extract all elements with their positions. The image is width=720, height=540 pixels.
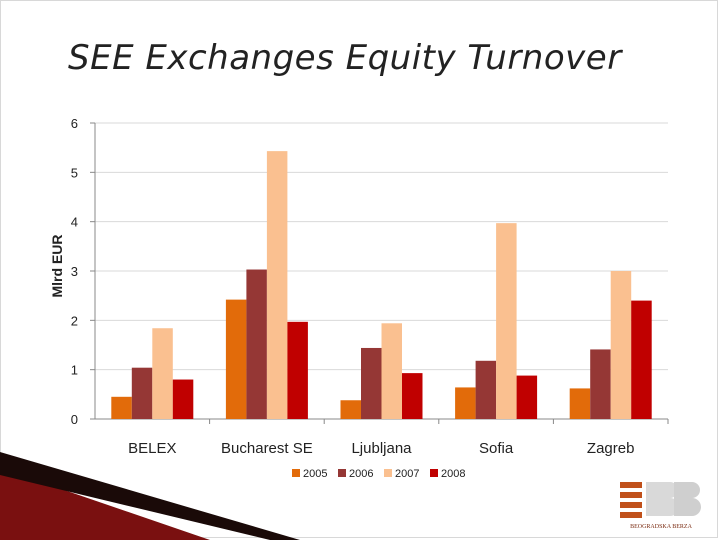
exchange-logo: BEOGRADSKA BERZA [612, 474, 710, 536]
y-tick-label: 4 [71, 215, 78, 230]
bar [340, 400, 361, 419]
x-category-label: Bucharest SE [221, 440, 313, 457]
bar [266, 151, 288, 419]
bar [516, 375, 538, 419]
legend-label: 2005 [303, 468, 327, 480]
bar [246, 269, 267, 419]
legend-label: 2008 [441, 468, 465, 480]
bar [172, 379, 194, 419]
y-tick-label: 5 [71, 165, 78, 180]
bar [287, 321, 308, 419]
legend-label: 2006 [349, 468, 373, 480]
bar [455, 387, 476, 419]
legend-swatch [292, 469, 300, 477]
chart-gridlines [95, 122, 668, 371]
bar [610, 271, 632, 419]
bar [475, 360, 497, 419]
legend-swatch [384, 469, 392, 477]
y-tick-label: 0 [71, 412, 78, 427]
bar [381, 323, 402, 419]
bar [225, 299, 247, 419]
bar [631, 300, 652, 419]
bar [590, 349, 611, 419]
bar [111, 396, 132, 419]
bar [569, 388, 591, 419]
y-tick-label: 2 [71, 313, 78, 328]
slide-title: SEE Exchanges Equity Turnover [68, 38, 622, 78]
logo-text: BEOGRADSKA BERZA [630, 524, 692, 530]
y-tick-label: 6 [71, 116, 78, 131]
chart-labels: 0 1 2 3 4 5 6 Mlrd EUR BELEX Bucharest SE Ljubljan… [49, 116, 634, 457]
x-category-label: BELEX [128, 440, 176, 457]
chart-bars [111, 151, 652, 419]
bar [361, 347, 382, 419]
x-category-label: Zagreb [587, 440, 635, 457]
bar [152, 328, 173, 419]
y-tick-label: 3 [71, 264, 78, 279]
bar [496, 223, 517, 419]
y-axis-title: Mlrd EUR [49, 235, 65, 298]
slide-corner-decoration [0, 452, 300, 540]
chart-legend: 2005 2006 2007 2008 [292, 468, 465, 480]
legend-label: 2007 [395, 468, 419, 480]
x-category-label: Sofia [479, 440, 514, 457]
legend-swatch [338, 469, 346, 477]
legend-swatch [430, 469, 438, 477]
x-category-label: Ljubljana [351, 440, 412, 457]
bar [402, 373, 423, 419]
y-tick-label: 1 [71, 363, 78, 378]
corner-dark-swoosh [0, 452, 300, 540]
bb-logo-icon [620, 482, 701, 518]
bar [131, 367, 153, 419]
